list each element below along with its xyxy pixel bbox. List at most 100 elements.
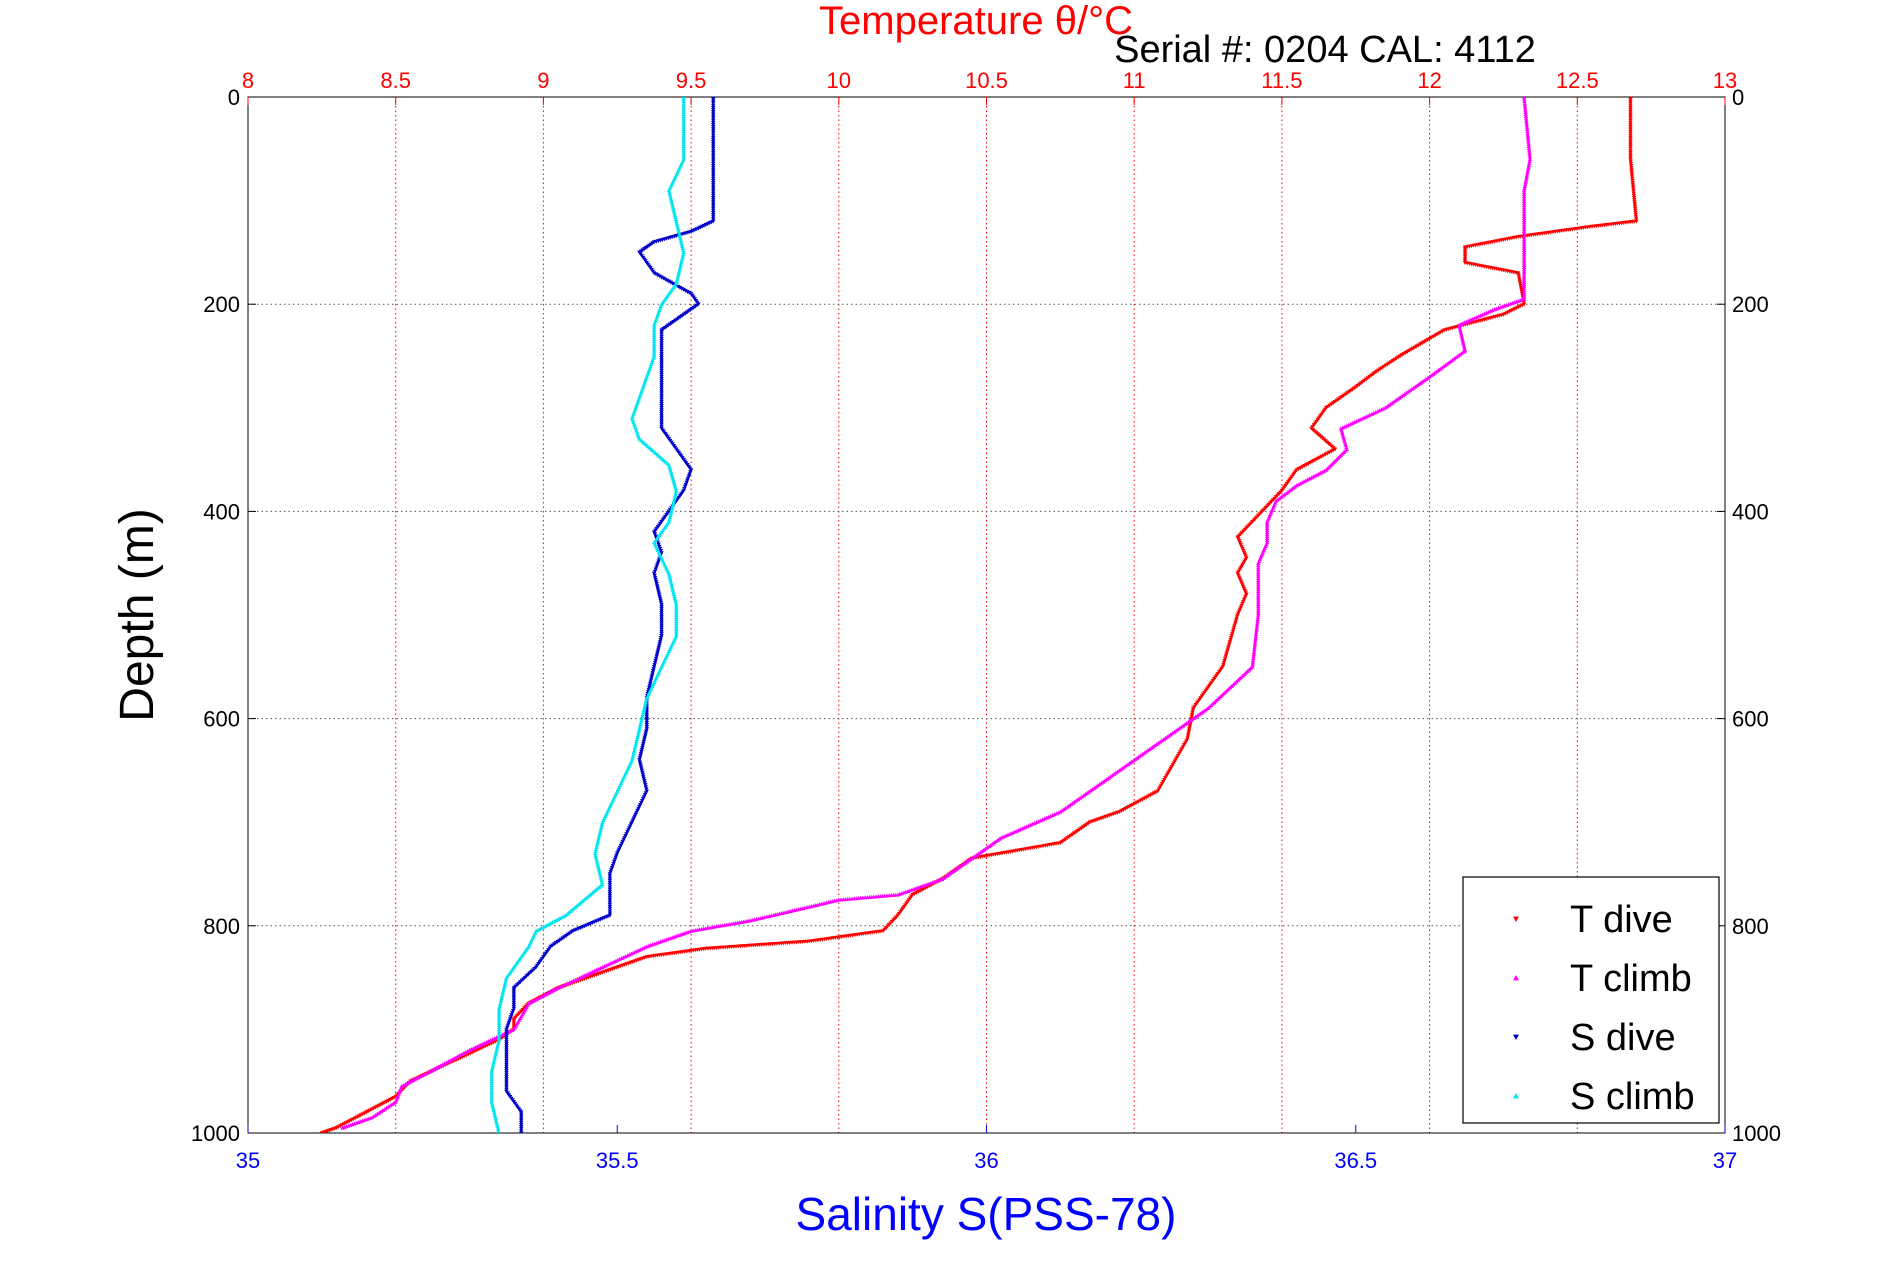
salinity-tick-label: 35 bbox=[236, 1148, 260, 1173]
t-dive-point bbox=[1408, 347, 1414, 352]
t-climb-point bbox=[1522, 99, 1527, 104]
s-climb-point bbox=[669, 581, 674, 586]
s-dive-point bbox=[711, 103, 716, 108]
s-dive-point bbox=[609, 866, 615, 870]
s-dive-point bbox=[511, 1002, 517, 1007]
t-climb-point bbox=[1521, 213, 1527, 218]
t-climb-point bbox=[1459, 332, 1464, 337]
s-climb-point bbox=[502, 981, 508, 986]
t-dive-point bbox=[1119, 809, 1124, 814]
s-dive-point bbox=[607, 874, 613, 879]
s-climb-point bbox=[667, 192, 673, 197]
s-climb-point bbox=[674, 616, 679, 621]
s-climb-point bbox=[681, 144, 686, 149]
t-climb-point bbox=[1521, 190, 1527, 195]
s-dive-point bbox=[659, 633, 664, 638]
s-dive-point bbox=[675, 284, 681, 289]
t-dive-point bbox=[1628, 155, 1633, 160]
t-dive-point bbox=[1410, 346, 1416, 351]
s-dive-point bbox=[644, 723, 649, 728]
t-dive-point bbox=[1138, 798, 1143, 803]
s-climb-point bbox=[651, 324, 657, 329]
t-climb-point bbox=[1521, 218, 1527, 223]
t-climb-point bbox=[1462, 346, 1467, 351]
t-dive-point bbox=[1386, 361, 1392, 366]
t-dive-point bbox=[1221, 660, 1227, 665]
s-climb-point bbox=[670, 502, 676, 507]
s-dive-point bbox=[644, 718, 649, 723]
s-climb-point bbox=[489, 1070, 494, 1075]
t-climb-point bbox=[1252, 647, 1257, 652]
series-s-climb bbox=[489, 97, 686, 1133]
s-climb-point bbox=[492, 1054, 498, 1059]
s-dive-point bbox=[504, 1058, 509, 1063]
s-dive-point bbox=[510, 1011, 515, 1016]
t-dive-point bbox=[1628, 125, 1633, 130]
s-climb-point bbox=[651, 347, 657, 352]
t-climb-point bbox=[1524, 122, 1529, 127]
s-dive-point bbox=[640, 772, 646, 777]
s-climb-point bbox=[643, 701, 648, 706]
s-climb-point bbox=[673, 492, 678, 497]
s-dive-point bbox=[685, 476, 691, 481]
t-dive-point bbox=[1232, 623, 1237, 628]
s-dive-point bbox=[659, 412, 664, 417]
t-climb-point bbox=[1524, 124, 1530, 129]
t-dive-point bbox=[1323, 452, 1328, 457]
s-dive-point bbox=[644, 725, 649, 730]
s-climb-point bbox=[672, 496, 677, 501]
s-climb-point bbox=[681, 252, 686, 257]
t-climb-point bbox=[1521, 205, 1527, 210]
s-dive-point bbox=[504, 1085, 509, 1090]
s-dive-point bbox=[711, 174, 716, 179]
s-dive-point bbox=[711, 185, 716, 190]
t-climb-point bbox=[1256, 589, 1261, 594]
s-dive-point bbox=[711, 161, 716, 166]
temp-tick-label: 12.5 bbox=[1556, 68, 1599, 93]
s-dive-point bbox=[711, 170, 716, 175]
s-dive-point bbox=[659, 343, 664, 348]
t-climb-point bbox=[1250, 658, 1256, 663]
s-climb-point bbox=[640, 714, 645, 719]
t-dive-point bbox=[1317, 455, 1322, 460]
s-climb-point bbox=[681, 97, 686, 101]
s-climb-point bbox=[643, 699, 649, 704]
s-climb-point bbox=[593, 849, 598, 853]
s-climb-point bbox=[671, 206, 676, 211]
t-dive-point bbox=[1185, 735, 1190, 740]
t-climb-point bbox=[1264, 529, 1270, 534]
s-dive-point bbox=[519, 1110, 524, 1115]
t-dive-point bbox=[1396, 355, 1401, 360]
s-climb-point bbox=[636, 730, 641, 735]
s-climb-point bbox=[597, 830, 603, 835]
s-dive-point bbox=[651, 571, 657, 576]
s-dive-point bbox=[652, 660, 658, 665]
t-climb-point bbox=[1340, 432, 1345, 437]
s-climb-point bbox=[496, 1031, 502, 1036]
t-dive-point bbox=[1629, 168, 1634, 173]
t-climb-point bbox=[1256, 591, 1261, 596]
t-dive-point bbox=[1628, 135, 1633, 140]
t-dive-point bbox=[1388, 360, 1394, 365]
s-climb-point bbox=[596, 867, 602, 872]
s-climb-point bbox=[681, 109, 686, 114]
s-dive-point bbox=[511, 994, 517, 999]
s-climb-point bbox=[651, 349, 657, 354]
s-dive-point bbox=[654, 582, 659, 587]
t-dive-point bbox=[1628, 144, 1633, 149]
t-climb-point bbox=[1521, 209, 1527, 214]
s-dive-point bbox=[607, 894, 613, 899]
t-climb-point bbox=[1521, 211, 1527, 216]
s-dive-point bbox=[659, 416, 664, 421]
s-dive-point bbox=[656, 559, 661, 564]
s-climb-point bbox=[651, 343, 657, 348]
s-climb-point bbox=[496, 1008, 502, 1013]
s-dive-point bbox=[504, 1054, 509, 1059]
s-dive-point bbox=[659, 345, 664, 350]
s-dive-point bbox=[659, 627, 664, 632]
temp-tick-label: 9 bbox=[537, 68, 549, 93]
t-dive-point bbox=[1412, 345, 1418, 350]
s-dive-point bbox=[659, 406, 664, 410]
s-climb-point bbox=[634, 737, 640, 742]
t-dive-point bbox=[1427, 336, 1432, 341]
